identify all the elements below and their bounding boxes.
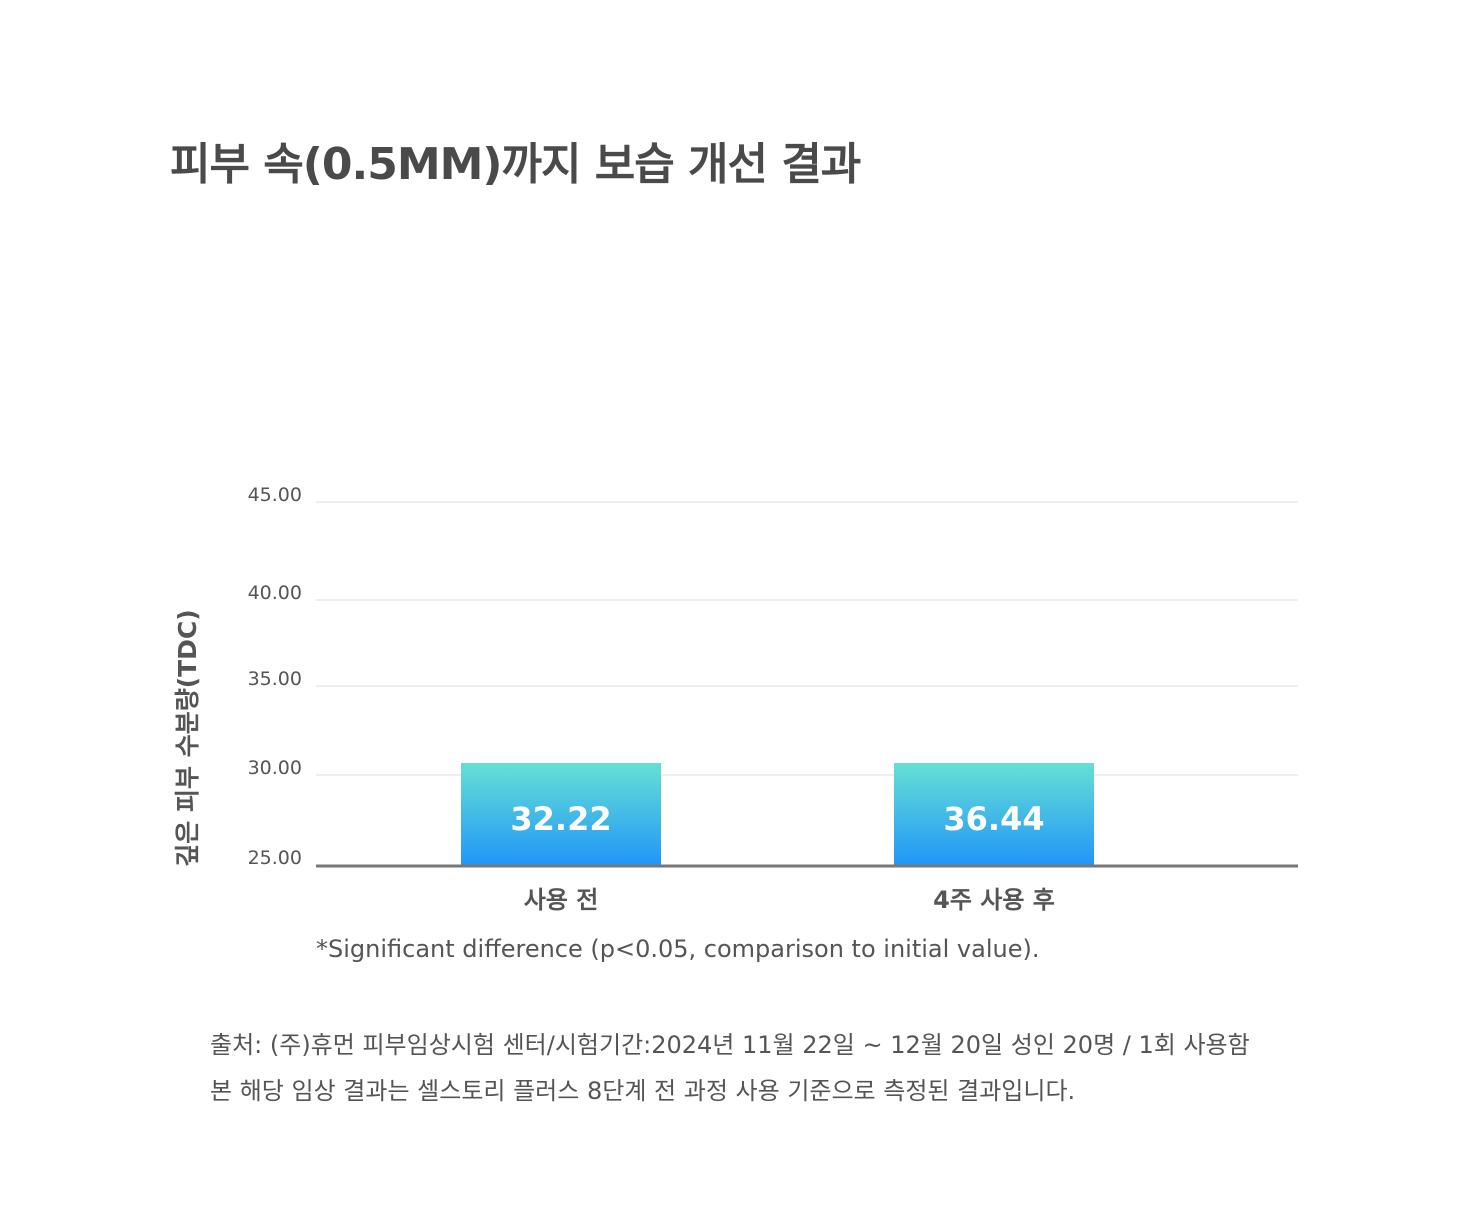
- gridlines: [316, 501, 1298, 776]
- source-line-2: 본 해당 임상 결과는 셀스토리 플러스 8단계 전 과정 사용 기준으로 측정…: [210, 1077, 1076, 1105]
- y-tick-label: 30.00: [248, 757, 302, 779]
- significance-footnote: *Significant difference (p<0.05, compari…: [316, 935, 1040, 963]
- bar-value-label: 36.44: [943, 800, 1044, 838]
- x-axis-labels: 사용 전 4주 사용 후: [524, 886, 1055, 914]
- chart-title: 피부 속(0.5MM)까지 보습 개선 결과: [170, 139, 861, 190]
- y-tick-label: 45.00: [248, 484, 302, 506]
- source-note: 출처: (주)휴먼 피부임상시험 센터/시험기간:2024년 11월 22일 ~…: [210, 1022, 1250, 1114]
- y-tick-label: 35.00: [248, 668, 302, 690]
- y-tick-label: 40.00: [248, 582, 302, 604]
- bars: 32.22 36.44: [461, 763, 1094, 865]
- bar-0: [461, 763, 661, 865]
- bar-value-label: 32.22: [510, 800, 611, 838]
- x-category-label: 4주 사용 후: [933, 886, 1055, 914]
- source-line-1: 출처: (주)휴먼 피부임상시험 센터/시험기간:2024년 11월 22일 ~…: [210, 1031, 1250, 1059]
- y-axis-label: 깊은 피부 수분량(TDC): [173, 609, 202, 866]
- y-tick-label: 25.00: [248, 847, 302, 869]
- x-category-label: 사용 전: [524, 886, 599, 914]
- bar-1: [894, 763, 1094, 865]
- y-axis-ticks: 25.00 30.00 35.00 40.00 45.00: [248, 484, 302, 869]
